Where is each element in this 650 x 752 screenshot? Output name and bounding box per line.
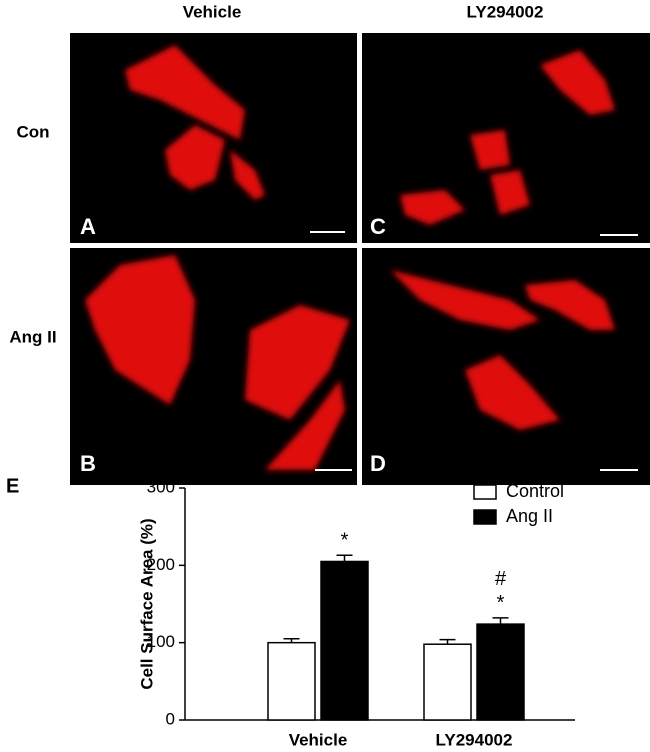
panel-letter: E [6,475,19,497]
error-bar [283,638,300,643]
row-label: Ang II [9,327,56,346]
legend-swatch [473,509,497,525]
column-label: LY294002 [467,2,544,21]
annotation: * [497,592,505,614]
bar [320,560,369,721]
bar [476,623,525,721]
image-panel: A [70,33,357,243]
image-panel: B [70,248,357,485]
column-label: Vehicle [183,2,242,21]
x-tick-label: LY294002 [436,730,513,749]
legend-swatch [473,484,497,500]
y-tick-label: 100 [147,632,175,651]
bar [267,641,316,721]
image-panel: C [362,33,650,243]
row-label: Con [16,122,49,141]
panel-letter: B [80,451,96,476]
legend-label: Ang II [506,506,553,526]
bar [423,643,472,721]
image-panel: D [362,248,650,485]
error-bar [336,554,353,562]
y-axis-label: Cell Surface Area (%) [137,518,156,689]
error-bar [439,638,456,645]
x-tick-label: Vehicle [289,730,348,749]
error-bar [492,617,509,625]
y-tick-label: 300 [147,477,175,496]
panel-letter: D [370,451,386,476]
legend-label: Control [506,481,564,501]
panel-letter: C [370,214,386,239]
y-tick-label: 0 [166,709,175,728]
y-tick-label: 200 [147,555,175,574]
annotation: * [341,530,349,552]
panel-letter: A [80,214,96,239]
annotation: # [495,568,507,590]
